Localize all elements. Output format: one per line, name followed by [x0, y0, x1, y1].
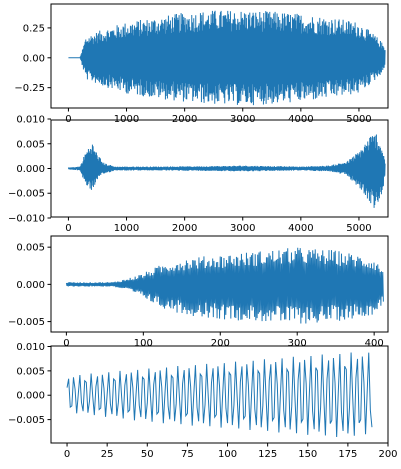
y-tick-label: −0.005	[8, 317, 45, 328]
x-tick-label: 75	[181, 449, 194, 460]
x-tick-label: 0	[63, 338, 69, 349]
x-tick-label: 200	[378, 449, 397, 460]
x-tick-label: 400	[365, 338, 384, 349]
series-line-2	[67, 134, 386, 208]
x-tick-label: 200	[211, 338, 230, 349]
x-tick-label: 2000	[172, 223, 197, 234]
y-tick-label: 0.25	[23, 23, 45, 34]
y-tick-label: 0.00	[23, 53, 45, 64]
subplot-1: 0 1000 2000 3000 4000 5000−0.250.000.25	[14, 3, 389, 125]
x-tick-label: 300	[288, 338, 307, 349]
x-tick-label: 5000	[346, 223, 371, 234]
x-tick-label: 0	[64, 449, 70, 460]
x-tick-label: 0	[65, 223, 71, 234]
x-tick-label: 100	[134, 338, 153, 349]
y-tick-label: −0.005	[8, 415, 45, 426]
subplot-4: 0 25 50 75 100 125 150 175 200 −0.005 0.000 0.005 0.…	[8, 342, 398, 460]
x-tick-label: 3000	[230, 223, 255, 234]
x-tick-label: 50	[141, 449, 154, 460]
x-tick-label: 150	[298, 449, 317, 460]
subplot-2: 0 1000 2000 3000 4000 5000 −0.010 −0.005 0.000 0.…	[8, 115, 389, 234]
series-line-1	[68, 10, 386, 106]
y-tick-label: 0.000	[16, 164, 45, 175]
y-tick-label: 0.000	[16, 280, 45, 291]
y-tick-label: 0.010	[16, 115, 45, 126]
x-tick-label: 1000	[114, 223, 139, 234]
y-tick-label: −0.005	[8, 189, 45, 200]
y-tick-label: 0.000	[16, 391, 45, 402]
y-tick-label: 0.005	[16, 139, 45, 150]
y-tick-label: 0.005	[16, 243, 45, 254]
axes-frame-1	[50, 3, 389, 109]
x-tick-label: 175	[338, 449, 357, 460]
series-line-4	[66, 352, 373, 438]
x-tick-label: 25	[101, 449, 114, 460]
x-tick-label: 100	[218, 449, 237, 460]
y-tick-label: 0.005	[16, 366, 45, 377]
axes-frame-4	[50, 345, 389, 444]
subplot-3: 0 100 200 300 400 −0.005 0.000 0.005	[8, 235, 389, 349]
y-tick-label: −0.010	[8, 213, 45, 224]
x-tick-label: 125	[258, 449, 277, 460]
y-tick-label: 0.010	[16, 342, 45, 353]
y-tick-label: −0.25	[14, 83, 45, 94]
series-line-3	[65, 247, 384, 324]
x-tick-label: 4000	[288, 223, 313, 234]
